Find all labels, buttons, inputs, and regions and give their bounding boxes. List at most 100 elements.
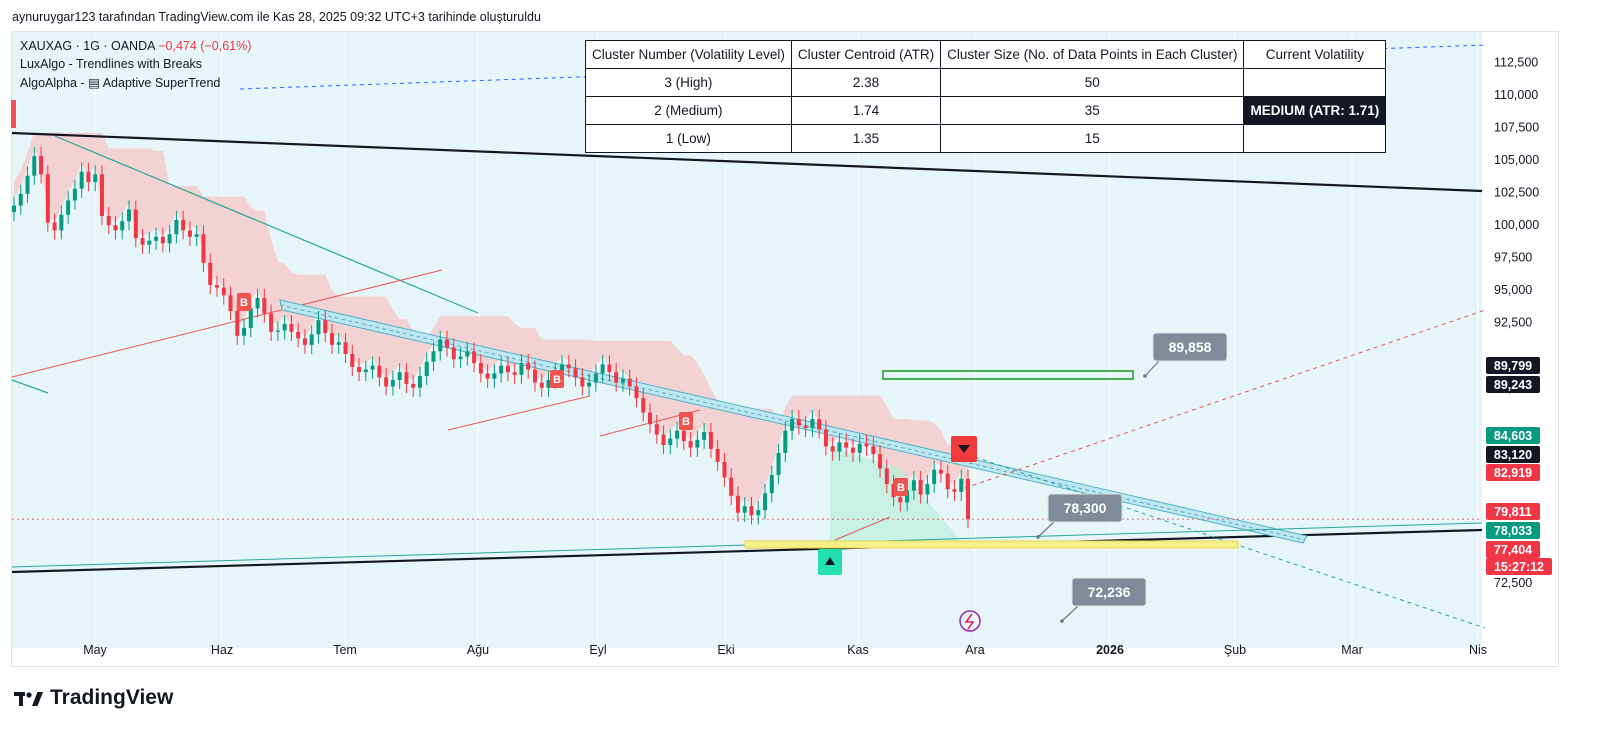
candle-body: [823, 429, 828, 447]
candle-body: [478, 363, 483, 374]
x-axis-tick-label: Mar: [1341, 643, 1363, 657]
candle-body: [837, 442, 842, 452]
table-header: Cluster Size (No. of Data Points in Each…: [940, 40, 1245, 69]
candle-body: [214, 284, 219, 288]
candle-body: [194, 234, 199, 237]
candle-body: [52, 222, 57, 231]
candle-body: [966, 478, 970, 520]
candle-body: [120, 221, 125, 231]
legend-change: −0,474 (−0,61%): [158, 39, 252, 53]
buy-signal-label: B: [897, 482, 905, 494]
resistance-callout-pointer: [1144, 360, 1160, 377]
table-cell: 35: [940, 96, 1245, 125]
price-tag-bg: [1486, 376, 1540, 393]
candle-body: [417, 376, 422, 388]
legend-indicator-1[interactable]: LuxAlgo - Trendlines with Breaks: [20, 57, 203, 71]
countdown-bg: [1486, 558, 1552, 575]
candle-body: [952, 489, 957, 492]
candle-body: [891, 484, 896, 498]
candle-body: [938, 469, 943, 474]
candle-body: [580, 377, 585, 387]
legend-symbol-row[interactable]: XAUXAG · 1G · OANDA −0,474 (−0,61%): [20, 39, 251, 53]
candle-body: [302, 338, 307, 345]
candle-body: [925, 484, 930, 495]
candle-body: [499, 365, 504, 374]
candle-body: [316, 320, 321, 335]
candle-body: [654, 424, 659, 435]
candle-body: [397, 372, 402, 380]
candle-body: [458, 356, 463, 360]
yellow-demand-zone: [744, 540, 1239, 549]
price-tag-bg: [1486, 541, 1540, 558]
candle-body: [587, 382, 592, 387]
candle-body: [681, 430, 686, 442]
candle-body: [343, 342, 348, 354]
candle-body: [201, 234, 206, 263]
table-header-row: Cluster Number (Volatility Level) Cluste…: [585, 40, 1387, 69]
candle-body: [620, 378, 625, 383]
legend-indicator-2[interactable]: AlgoAlpha - ▤ Adaptive SuperTrend: [20, 75, 220, 90]
candle-body: [269, 313, 274, 332]
price-tag-label: 78,033: [1494, 524, 1532, 538]
candle-body: [735, 495, 740, 513]
tradingview-logo[interactable]: TradingView: [14, 686, 173, 710]
candle-body: [884, 468, 889, 485]
candle-body: [377, 365, 382, 378]
table-cell: 2.38: [790, 68, 942, 97]
buy-signal-label: B: [553, 374, 561, 386]
lightning-icon: [959, 610, 981, 632]
target-low-callout-label: 72,236: [1088, 584, 1131, 600]
candle-body: [641, 398, 646, 413]
candle-body: [857, 443, 862, 453]
x-axis-tick-label: Ağu: [467, 643, 489, 657]
candle-body: [796, 419, 801, 426]
countdown-label: 15:27:12: [1494, 560, 1544, 574]
candle-body: [817, 419, 822, 430]
candle-body: [167, 234, 172, 244]
candle-body: [627, 378, 632, 387]
candle-body: [526, 363, 531, 370]
candle-body: [905, 490, 910, 503]
table-cell: [1243, 124, 1387, 153]
current-volatility-cell: MEDIUM (ATR: 1.71): [1243, 96, 1387, 125]
buy-signal-label: B: [240, 297, 248, 309]
candle-body: [445, 339, 450, 348]
price-tag-label: 77,404: [1494, 543, 1532, 557]
candle-body: [803, 425, 808, 429]
candle-body: [810, 419, 815, 429]
candle-body: [634, 386, 639, 399]
price-tag-bg: [1486, 503, 1540, 520]
candle-body: [242, 327, 247, 336]
candle-body: [18, 193, 23, 206]
y-axis-tick-label: 102,500: [1494, 186, 1539, 200]
candle-body: [695, 439, 700, 448]
candle-body: [661, 434, 666, 446]
candle-body: [715, 448, 720, 462]
buy-signal-marker: B: [679, 412, 693, 430]
y-axis-tick-label: 110,000: [1494, 88, 1538, 102]
buy-signal-marker: B: [237, 293, 251, 311]
table-row: 3 (High) 2.38 50: [585, 68, 1387, 97]
buy-signal-label: B: [682, 416, 690, 428]
candle-body: [512, 372, 517, 375]
candle-body: [32, 156, 37, 176]
x-axis-tick-label: Ara: [965, 643, 985, 657]
red-trendline: [11, 269, 443, 378]
indicator-icon: ▤: [88, 76, 100, 90]
candle-body: [451, 347, 456, 360]
candle-body: [127, 209, 132, 222]
candle-body: [390, 379, 395, 387]
candle-body: [66, 200, 71, 215]
candle-body: [864, 443, 869, 447]
candle-body: [702, 432, 707, 440]
resistance-box: [882, 370, 1134, 380]
chart-caption: aynuruygar123 tarafından TradingView.com…: [12, 10, 541, 24]
candle-body: [539, 382, 544, 388]
candle-body: [830, 446, 835, 452]
x-axis-tick-label: Haz: [211, 643, 233, 657]
y-axis-tick-label: 105,000: [1494, 153, 1539, 167]
table-row: 2 (Medium) 1.74 35 MEDIUM (ATR: 1.71): [585, 96, 1387, 125]
candle-body: [235, 311, 240, 336]
candle-body: [756, 510, 761, 516]
candle-body: [722, 461, 727, 478]
